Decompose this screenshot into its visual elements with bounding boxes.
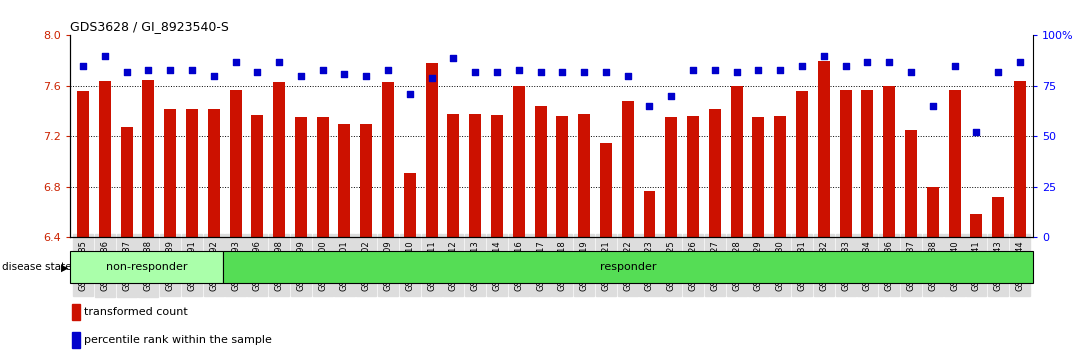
Bar bbox=[165, 109, 176, 237]
Bar bbox=[839, 90, 851, 237]
Bar bbox=[926, 187, 938, 237]
Bar bbox=[752, 118, 764, 237]
Point bbox=[880, 59, 897, 64]
Bar bbox=[643, 190, 655, 237]
Point bbox=[706, 67, 723, 73]
Point bbox=[597, 69, 614, 75]
Point bbox=[314, 67, 331, 73]
Point bbox=[293, 73, 310, 79]
Bar bbox=[360, 124, 372, 237]
Bar bbox=[600, 143, 612, 237]
Bar bbox=[448, 114, 459, 237]
Bar bbox=[971, 215, 982, 237]
Bar bbox=[208, 109, 220, 237]
Point bbox=[967, 130, 985, 135]
Point bbox=[793, 63, 810, 69]
Bar bbox=[709, 109, 721, 237]
Point bbox=[140, 67, 157, 73]
Bar bbox=[992, 197, 1004, 237]
Bar bbox=[905, 130, 917, 237]
Text: disease state: disease state bbox=[2, 262, 72, 272]
Point bbox=[903, 69, 920, 75]
Bar bbox=[578, 114, 590, 237]
Point bbox=[684, 67, 702, 73]
Point bbox=[663, 93, 680, 99]
Bar bbox=[316, 118, 328, 237]
Text: responder: responder bbox=[599, 262, 656, 272]
Point bbox=[357, 73, 374, 79]
Point bbox=[946, 63, 963, 69]
Point bbox=[837, 63, 854, 69]
Point bbox=[227, 59, 244, 64]
Point bbox=[532, 69, 549, 75]
Text: non-responder: non-responder bbox=[105, 262, 187, 272]
Point bbox=[924, 103, 942, 109]
Bar bbox=[622, 101, 634, 237]
Bar bbox=[796, 91, 808, 237]
Point bbox=[1011, 59, 1029, 64]
Text: GDS3628 / GI_8923540-S: GDS3628 / GI_8923540-S bbox=[70, 20, 229, 33]
Bar bbox=[688, 116, 699, 237]
Bar bbox=[731, 86, 742, 237]
Point bbox=[249, 69, 266, 75]
Bar bbox=[273, 82, 285, 237]
Bar bbox=[513, 86, 525, 237]
Point bbox=[576, 69, 593, 75]
Bar bbox=[949, 90, 961, 237]
Bar bbox=[229, 90, 241, 237]
Point bbox=[401, 91, 419, 97]
Point bbox=[750, 67, 767, 73]
Text: percentile rank within the sample: percentile rank within the sample bbox=[84, 335, 271, 346]
Point bbox=[489, 69, 506, 75]
Point bbox=[96, 53, 113, 58]
Point bbox=[270, 59, 287, 64]
Bar bbox=[862, 90, 874, 237]
Bar bbox=[469, 114, 481, 237]
Bar bbox=[186, 109, 198, 237]
Point bbox=[161, 67, 179, 73]
Bar bbox=[665, 118, 677, 237]
Point bbox=[641, 103, 659, 109]
Point bbox=[619, 73, 636, 79]
Bar bbox=[382, 82, 394, 237]
Bar bbox=[818, 61, 830, 237]
Bar bbox=[775, 116, 787, 237]
Point bbox=[728, 69, 746, 75]
Bar bbox=[426, 63, 438, 237]
Bar bbox=[295, 118, 307, 237]
Point bbox=[380, 67, 397, 73]
Point bbox=[444, 55, 462, 61]
Point bbox=[990, 69, 1007, 75]
Bar bbox=[535, 106, 547, 237]
Bar bbox=[252, 115, 264, 237]
Point bbox=[423, 75, 440, 81]
Bar bbox=[223, 251, 1033, 283]
Point bbox=[554, 69, 571, 75]
Bar bbox=[556, 116, 568, 237]
Point bbox=[859, 59, 876, 64]
Bar bbox=[883, 86, 895, 237]
Bar bbox=[77, 91, 89, 237]
Point bbox=[816, 53, 833, 58]
Point bbox=[183, 67, 200, 73]
Bar bbox=[72, 304, 80, 320]
Bar bbox=[70, 251, 223, 283]
Bar bbox=[121, 127, 132, 237]
Bar bbox=[99, 81, 111, 237]
Text: transformed count: transformed count bbox=[84, 307, 187, 317]
Bar bbox=[72, 332, 80, 348]
Point bbox=[467, 69, 484, 75]
Bar bbox=[491, 115, 502, 237]
Point bbox=[336, 71, 353, 76]
Bar bbox=[339, 124, 351, 237]
Point bbox=[74, 63, 91, 69]
Point bbox=[510, 67, 527, 73]
Bar bbox=[1014, 81, 1025, 237]
Text: ▶: ▶ bbox=[61, 262, 69, 272]
Point bbox=[771, 67, 789, 73]
Bar bbox=[142, 80, 154, 237]
Point bbox=[206, 73, 223, 79]
Point bbox=[118, 69, 136, 75]
Bar bbox=[404, 173, 415, 237]
